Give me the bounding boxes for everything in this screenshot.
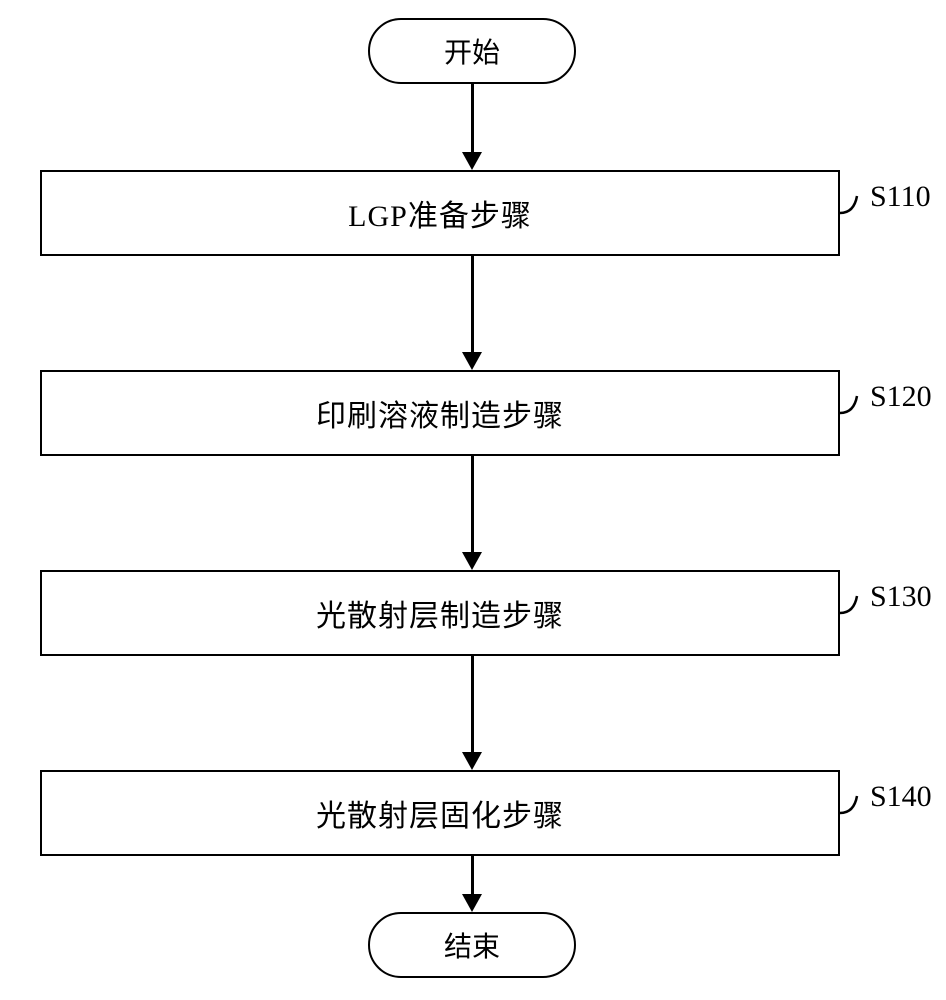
step-s140: 光散射层固化步骤 bbox=[40, 770, 840, 856]
arrow-head bbox=[462, 552, 482, 570]
step-s110: LGP准备步骤 bbox=[40, 170, 840, 256]
arrow bbox=[471, 656, 474, 752]
step-tag: S130 bbox=[870, 580, 932, 614]
arrow-head bbox=[462, 352, 482, 370]
flowchart-canvas: 开始 LGP准备步骤 S110 印刷溶液制造步骤 S120 光散射层制造步骤 S… bbox=[0, 0, 946, 1000]
arrow bbox=[471, 84, 474, 152]
arrow-head bbox=[462, 752, 482, 770]
terminal-start-label: 开始 bbox=[444, 31, 500, 71]
step-label: 印刷溶液制造步骤 bbox=[316, 391, 564, 435]
leader-line bbox=[840, 588, 872, 628]
step-tag: S140 bbox=[870, 780, 932, 814]
terminal-start: 开始 bbox=[368, 18, 576, 84]
step-s120: 印刷溶液制造步骤 bbox=[40, 370, 840, 456]
terminal-end: 结束 bbox=[368, 912, 576, 978]
arrow bbox=[471, 256, 474, 352]
terminal-end-label: 结束 bbox=[444, 925, 500, 965]
arrow bbox=[471, 456, 474, 552]
step-tag: S120 bbox=[870, 380, 932, 414]
step-label: 光散射层固化步骤 bbox=[316, 791, 564, 835]
leader-line bbox=[840, 788, 872, 828]
arrow-head bbox=[462, 894, 482, 912]
step-s130: 光散射层制造步骤 bbox=[40, 570, 840, 656]
step-label: LGP准备步骤 bbox=[348, 191, 532, 235]
step-label: 光散射层制造步骤 bbox=[316, 591, 564, 635]
step-tag: S110 bbox=[870, 180, 931, 214]
leader-line bbox=[840, 388, 872, 428]
leader-line bbox=[840, 188, 872, 228]
arrow bbox=[471, 856, 474, 894]
arrow-head bbox=[462, 152, 482, 170]
